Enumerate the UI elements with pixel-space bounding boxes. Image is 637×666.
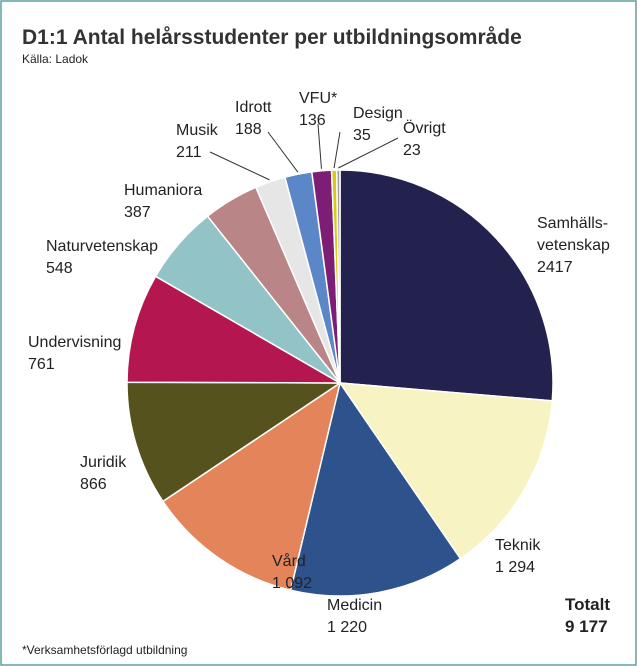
value-label: 188 xyxy=(235,121,262,138)
value-label: 1 294 xyxy=(495,559,535,576)
leader-line xyxy=(333,131,341,169)
value-label: 23 xyxy=(403,142,421,159)
total-value: 9 177 xyxy=(565,617,608,636)
leader-line xyxy=(209,151,270,181)
value-label: 761 xyxy=(28,356,55,373)
value-label: 1 220 xyxy=(327,619,367,636)
category-label: Vård xyxy=(272,552,306,570)
leader-line xyxy=(317,123,322,169)
category-label: Övrigt xyxy=(403,119,446,137)
category-label: Teknik xyxy=(495,537,541,554)
pie-slice xyxy=(339,169,554,402)
value-label: 1 092 xyxy=(272,575,312,592)
pie-slice xyxy=(335,169,341,384)
pie-slice xyxy=(338,382,554,560)
chart-subtitle: Källa: Ladok xyxy=(22,52,89,66)
value-label: 866 xyxy=(80,476,107,493)
pie-slice xyxy=(289,381,462,597)
category-label: Undervisning xyxy=(28,334,121,351)
category-label: Juridik xyxy=(80,454,127,471)
category-label: VFU* xyxy=(299,90,337,107)
value-label: 136 xyxy=(299,112,326,129)
value-label: 548 xyxy=(46,260,73,277)
category-label: Design xyxy=(353,105,403,122)
category-label: Humaniora xyxy=(124,182,202,199)
footnote: *Verksamhetsförlagd utbildning xyxy=(22,643,187,657)
category-label: Idrott xyxy=(235,99,272,116)
chart-title: D1:1 Antal helårsstudenter per utbildnin… xyxy=(22,26,522,49)
total-label: Totalt xyxy=(565,595,610,614)
value-label: 2417 xyxy=(537,259,573,276)
pie-slice xyxy=(126,381,343,503)
value-label: 211 xyxy=(176,144,202,161)
leader-line xyxy=(338,137,399,169)
category-label: Medicin xyxy=(327,597,382,614)
value-label: 387 xyxy=(124,204,151,221)
pie-slice xyxy=(161,381,342,592)
category-label: Musik xyxy=(176,122,219,139)
value-label: 35 xyxy=(353,127,371,144)
category-label: Naturvetenskap xyxy=(46,238,158,255)
category-label: Samhälls-vetenskap xyxy=(537,215,610,254)
pie-slice xyxy=(126,275,343,384)
leader-line xyxy=(267,131,299,173)
